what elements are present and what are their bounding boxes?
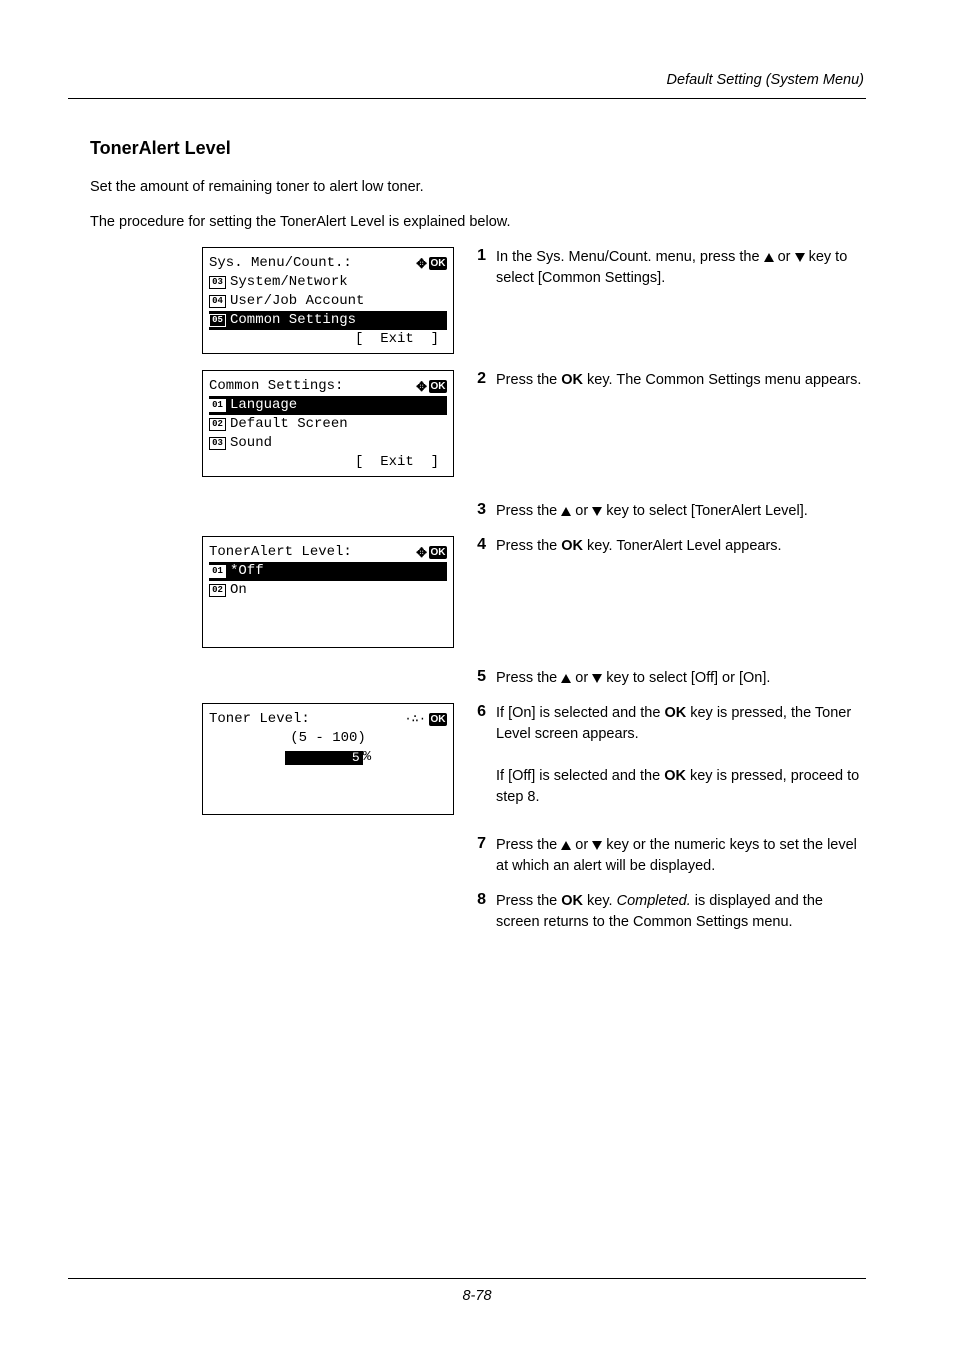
ok-badge-icon: OK	[429, 546, 447, 559]
step-7-text: Press the or key or the numeric keys to …	[496, 835, 864, 877]
toner-level-pct: %	[363, 748, 371, 767]
lcd1-num3: 05	[209, 314, 226, 327]
step-5-text: Press the or key to select [Off] or [On]…	[496, 668, 864, 689]
step-1-text: In the Sys. Menu/Count. menu, press the …	[496, 247, 864, 289]
step-6-number: 6	[470, 703, 496, 808]
lcd3-num2: 02	[209, 584, 226, 597]
page-number: 8-78	[0, 1288, 954, 1304]
down-arrow-icon	[795, 253, 805, 262]
lcd1-num2: 04	[209, 295, 226, 308]
lcd2-num2: 02	[209, 418, 226, 431]
lcd-sys-menu: Sys. Menu/Count.: ✥ OK 03System/Network …	[202, 247, 454, 354]
step-5-number: 5	[470, 668, 496, 689]
step-3-number: 3	[470, 501, 496, 522]
up-arrow-icon	[561, 674, 571, 683]
step-8-text: Press the OK key. Completed. is displaye…	[496, 891, 864, 933]
lcd-toner-level: Toner Level: ∙∴∙ OK (5 - 100) 5%	[202, 703, 454, 815]
down-arrow-icon	[592, 674, 602, 683]
lcd3-row1: *Off	[230, 562, 264, 581]
up-arrow-icon	[764, 253, 774, 262]
up-arrow-icon	[561, 507, 571, 516]
step-6-text: If [On] is selected and the OK key is pr…	[496, 703, 864, 808]
nav-arrows-icon: ✥	[416, 255, 426, 273]
lcd2-title: Common Settings:	[209, 377, 416, 396]
lcd4-title: Toner Level:	[209, 710, 404, 729]
lcd-common-settings: Common Settings: ✥ OK 01 Language 02 Defau…	[202, 370, 454, 477]
step-4-text: Press the OK key. TonerAlert Level appea…	[496, 536, 864, 557]
nav-arrows-icon: ✥	[416, 544, 426, 562]
step-8-number: 8	[470, 891, 496, 933]
lcd2-row3: Sound	[230, 434, 272, 453]
lcd1-foot: [ Exit ]	[355, 330, 439, 349]
lcd1-row3: Common Settings	[230, 311, 356, 330]
running-header: Default Setting (System Menu)	[667, 72, 864, 88]
lcd1-row1: System/Network	[230, 273, 348, 292]
lcd3-row2: On	[230, 581, 247, 600]
step-2-text: Press the OK key. The Common Settings me…	[496, 370, 864, 391]
step-4-number: 4	[470, 536, 496, 557]
header-rule	[68, 98, 866, 99]
toner-level-bar	[285, 751, 349, 765]
lcd2-row1: Language	[230, 396, 297, 415]
nav-arrows-icon: ✥	[416, 378, 426, 396]
lcd2-foot: [ Exit ]	[355, 453, 439, 472]
intro-text-1: Set the amount of remaining toner to ale…	[90, 177, 864, 198]
lcd1-num1: 03	[209, 276, 226, 289]
lcd2-num3: 03	[209, 437, 226, 450]
ok-badge-icon: OK	[429, 257, 447, 270]
lcd2-num1: 01	[209, 399, 226, 412]
section-title: TonerAlert Level	[90, 138, 864, 159]
toner-level-value: 5	[349, 751, 363, 765]
step-7-number: 7	[470, 835, 496, 877]
lcd2-row2: Default Screen	[230, 415, 348, 434]
step-2-number: 2	[470, 370, 496, 391]
lcd1-title: Sys. Menu/Count.:	[209, 254, 416, 273]
step-1-number: 1	[470, 247, 496, 289]
lcd3-title: TonerAlert Level:	[209, 543, 416, 562]
nav-dots-icon: ∙∴∙	[404, 711, 426, 727]
ok-badge-icon: OK	[429, 713, 447, 726]
step-3-text: Press the or key to select [TonerAlert L…	[496, 501, 864, 522]
lcd-toneralert-level: TonerAlert Level: ✥ OK 01 *Off 02 On	[202, 536, 454, 648]
lcd1-row2: User/Job Account	[230, 292, 364, 311]
ok-badge-icon: OK	[429, 380, 447, 393]
down-arrow-icon	[592, 507, 602, 516]
down-arrow-icon	[592, 841, 602, 850]
lcd4-range: (5 - 100)	[290, 729, 366, 748]
lcd3-num1: 01	[209, 565, 226, 578]
intro-text-2: The procedure for setting the TonerAlert…	[90, 212, 864, 233]
up-arrow-icon	[561, 841, 571, 850]
